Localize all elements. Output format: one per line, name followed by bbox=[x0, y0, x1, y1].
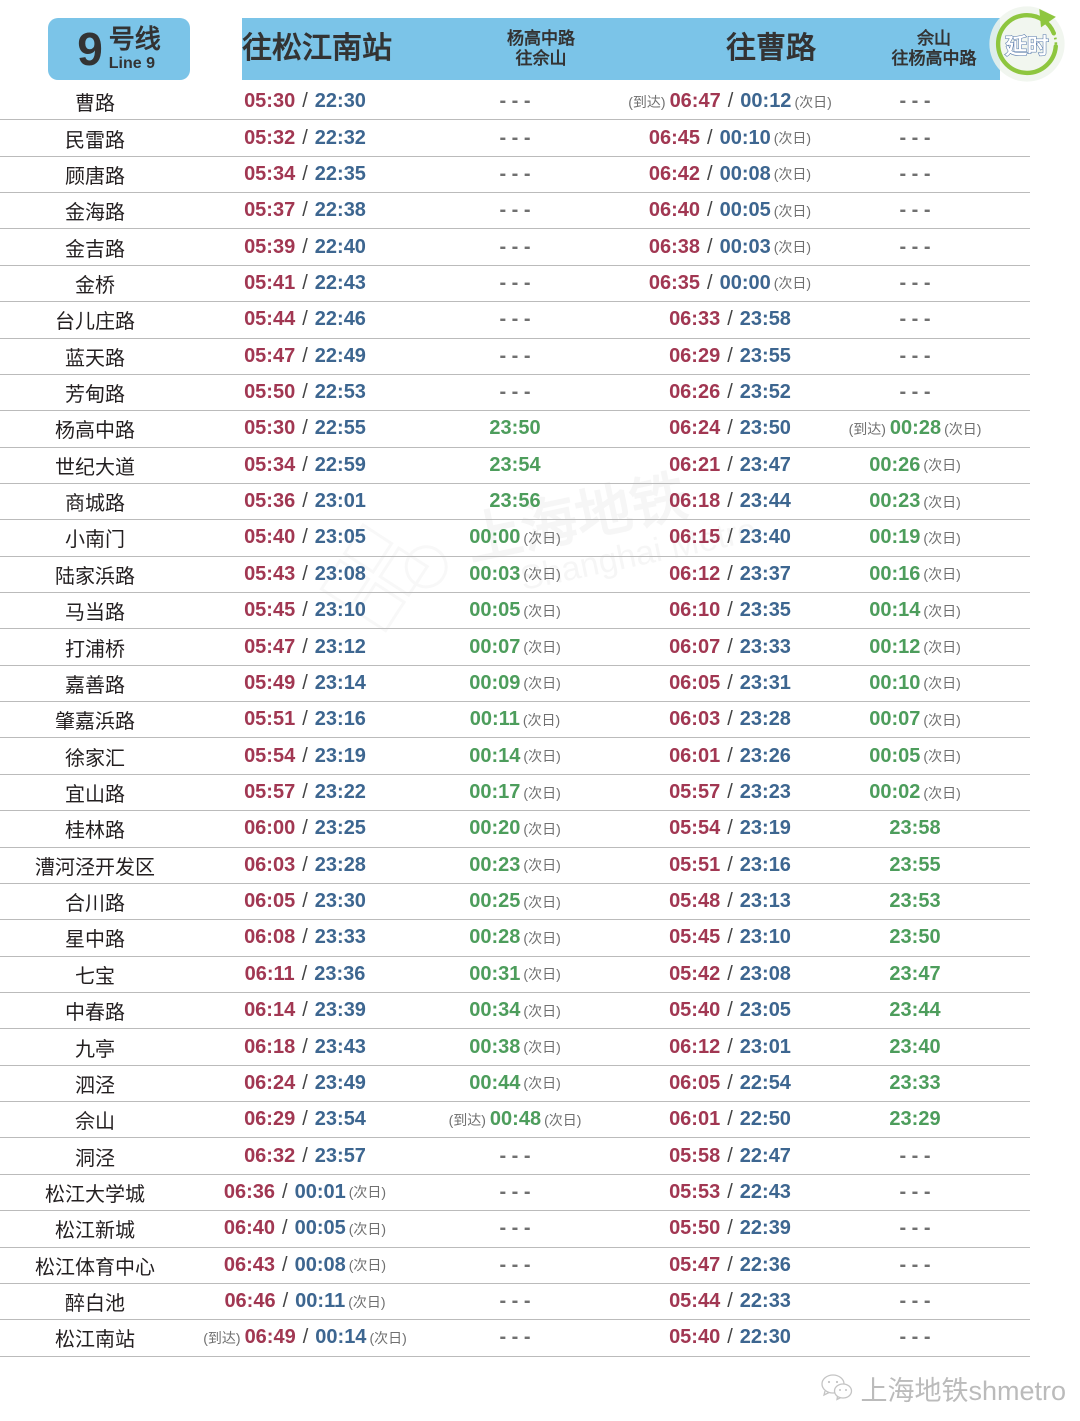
svg-text:延时: 延时 bbox=[1004, 34, 1049, 59]
